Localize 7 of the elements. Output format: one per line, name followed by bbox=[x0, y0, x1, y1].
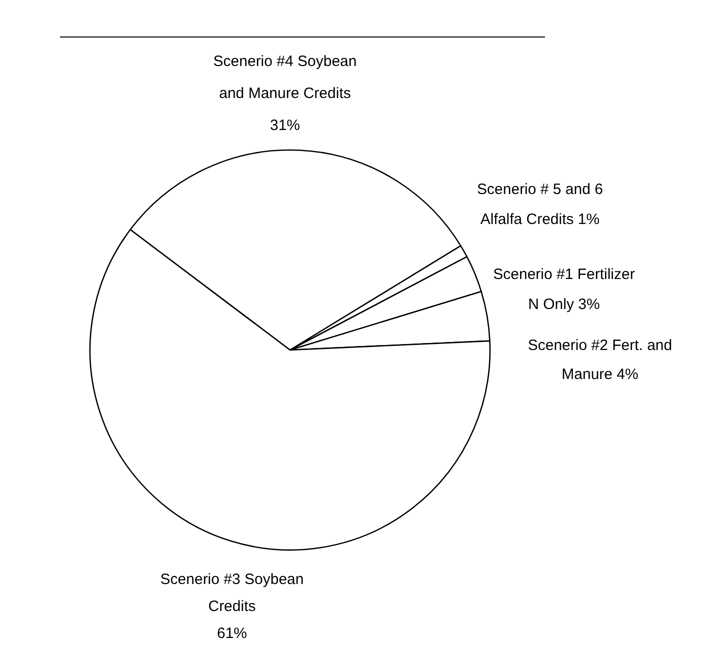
data-label: 61% bbox=[216, 625, 248, 642]
slice-label: Scenerio # 5 and 6 Alfalfa Credits 1% bbox=[477, 181, 603, 228]
data-label: 31% bbox=[270, 117, 300, 134]
slice-label: Scenerio #2 Fert. and Manure 4% bbox=[528, 337, 672, 383]
slice-label: Scenerio #3 Soybean Credits bbox=[160, 571, 304, 615]
slice-label: Scenerio #1 Fertilizer N Only 3% bbox=[493, 266, 635, 313]
slice-label: Scenerio #4 Soybean and Manure Credits bbox=[213, 53, 357, 102]
